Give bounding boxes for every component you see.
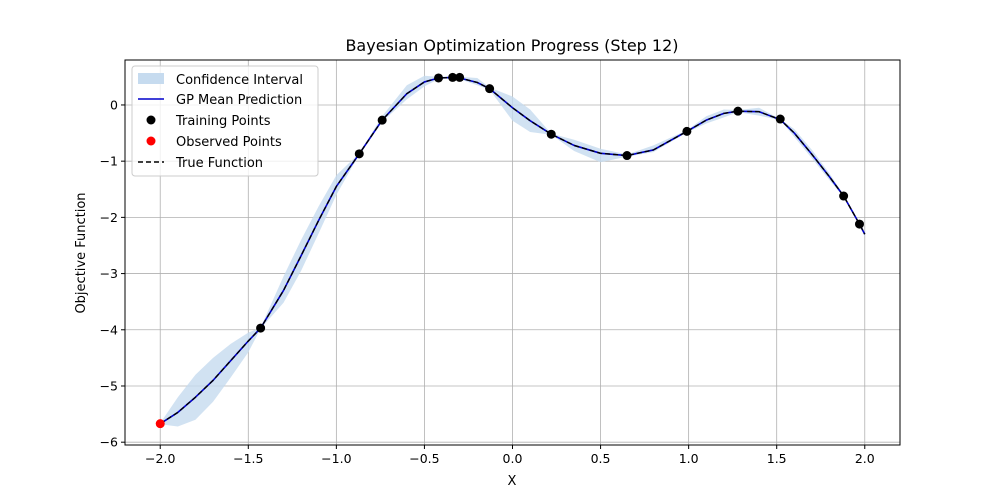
training-point — [354, 149, 364, 159]
y-tick-label: −3 — [100, 266, 118, 281]
legend-label-training: Training Points — [175, 114, 271, 129]
legend-swatch-observed — [146, 136, 156, 146]
legend-swatch-confidence — [138, 73, 164, 84]
training-point — [455, 72, 465, 82]
legend-label-observed: Observed Points — [176, 135, 282, 150]
legend-swatch-training — [146, 115, 156, 125]
y-tick-label: 0 — [110, 97, 118, 112]
training-point — [377, 115, 387, 125]
legend-box — [131, 65, 319, 177]
legend-label-gp-mean: GP Mean Prediction — [176, 93, 302, 108]
training-point — [546, 129, 556, 139]
y-tick-label: −6 — [100, 435, 118, 450]
training-point — [256, 323, 266, 333]
x-tick-label: −2.0 — [145, 451, 175, 466]
training-point — [839, 191, 849, 201]
points — [155, 72, 864, 429]
training-point — [485, 84, 495, 94]
legend: Confidence Interval GP Mean Prediction T… — [131, 65, 319, 177]
y-tick-label: −5 — [100, 378, 118, 393]
y-tick-label: −2 — [100, 210, 118, 225]
chart-title: Bayesian Optimization Progress (Step 12) — [345, 36, 678, 55]
x-axis-ticks: −2.0 −1.5 −1.0 −0.5 0.0 0.5 1.0 1.5 2.0 — [145, 445, 875, 466]
confidence-interval — [160, 75, 865, 427]
y-axis-label: Objective Function — [74, 192, 89, 313]
x-tick-label: −1.5 — [233, 451, 263, 466]
legend-label-true-function: True Function — [175, 156, 263, 171]
y-axis-ticks: 0 −1 −2 −3 −4 −5 −6 — [100, 97, 125, 450]
training-point — [622, 151, 632, 161]
training-point — [682, 126, 692, 136]
x-tick-label: 2.0 — [855, 451, 875, 466]
legend-label-confidence: Confidence Interval — [176, 73, 303, 88]
x-tick-label: 0.0 — [503, 451, 523, 466]
x-tick-label: −1.0 — [321, 451, 351, 466]
x-tick-label: −0.5 — [409, 451, 439, 466]
training-point — [434, 73, 444, 83]
x-axis-label: X — [508, 474, 517, 489]
x-tick-label: 1.5 — [767, 451, 787, 466]
training-point — [775, 114, 785, 124]
y-tick-label: −1 — [100, 154, 118, 169]
confidence-band — [160, 75, 865, 427]
training-point — [854, 219, 864, 229]
training-point — [733, 106, 743, 116]
training-point — [448, 72, 458, 82]
observed-point — [155, 419, 165, 429]
x-tick-label: 1.0 — [679, 451, 699, 466]
y-tick-label: −4 — [100, 322, 118, 337]
x-tick-label: 0.5 — [591, 451, 611, 466]
